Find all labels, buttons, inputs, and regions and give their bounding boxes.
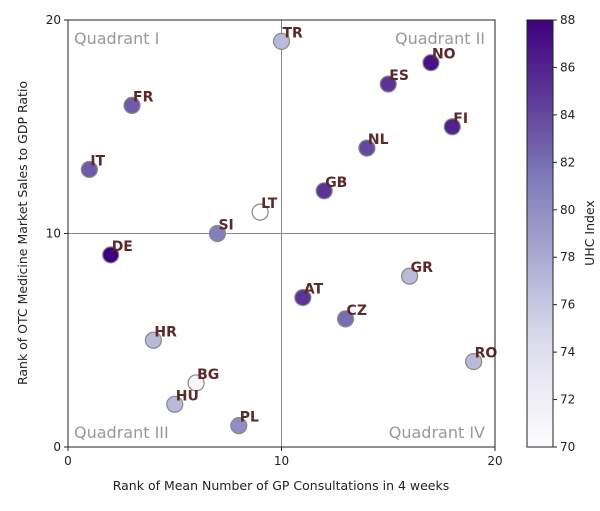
point-label-no: NO	[432, 47, 456, 63]
point-label-fr: FR	[133, 89, 154, 105]
point-label-es: ES	[389, 68, 409, 84]
data-point-it	[80, 160, 98, 179]
y-tick-label: 0	[53, 440, 61, 454]
point-label-ro: RO	[475, 346, 498, 362]
y-tick-label: 10	[46, 227, 61, 241]
x-tick-label: 0	[64, 454, 72, 468]
colorbar-label: UHC Index	[582, 200, 597, 266]
x-tick-label: 20	[487, 454, 502, 468]
data-point-nl	[358, 139, 376, 157]
point-label-gb: GB	[325, 175, 347, 191]
point-label-cz: CZ	[347, 303, 367, 319]
point-label-fi: FI	[453, 111, 468, 127]
point-label-it: IT	[90, 153, 105, 169]
data-point-pl	[230, 417, 248, 435]
data-point-si	[208, 224, 227, 243]
data-point-no	[422, 54, 440, 72]
data-point-at	[294, 288, 312, 307]
y-axis-label: Rank of OTC Medicine Market Sales to GDP…	[15, 81, 30, 385]
colorbar-tick-label: 74	[560, 345, 575, 359]
x-axis-label: Rank of Mean Number of GP Consultations …	[113, 478, 450, 493]
data-point-bg	[187, 374, 205, 392]
data-point-gr	[401, 267, 419, 285]
quadrant-label: Quadrant II	[395, 29, 485, 48]
point-label-si: SI	[218, 218, 233, 234]
colorbar-tick-label: 84	[560, 108, 575, 122]
data-point-cz	[336, 310, 355, 328]
colorbar-tick-label: 80	[560, 203, 575, 217]
colorbar-tick-label: 70	[560, 440, 575, 454]
colorbar-tick-label: 82	[560, 155, 575, 169]
data-point-de	[102, 246, 120, 264]
point-label-de: DE	[112, 239, 133, 255]
colorbar-tick-label: 88	[560, 13, 575, 27]
data-point-hu	[166, 395, 184, 413]
point-label-gr: GR	[411, 260, 433, 276]
x-tick-label: 10	[274, 454, 289, 468]
quadrant-label: Quadrant I	[74, 29, 159, 48]
data-point-fi	[443, 118, 461, 136]
point-label-hu: HU	[176, 388, 199, 404]
data-point-ro	[465, 353, 483, 371]
data-point-tr	[272, 32, 291, 50]
point-label-tr: TR	[283, 25, 304, 41]
data-point-hr	[144, 331, 162, 349]
point-label-lt: LT	[261, 196, 278, 212]
data-point-fr	[123, 96, 141, 115]
y-tick-label: 20	[46, 13, 61, 27]
quadrant-label: Quadrant III	[74, 423, 169, 442]
colorbar-tick-label: 86	[560, 60, 575, 74]
colorbar	[526, 19, 554, 448]
point-label-nl: NL	[368, 132, 389, 148]
point-label-bg: BG	[197, 367, 219, 383]
data-point-gb	[315, 182, 333, 200]
data-point-es	[379, 75, 397, 93]
point-label-at: AT	[304, 282, 324, 298]
colorbar-tick-label: 78	[560, 250, 575, 264]
quadrant-label: Quadrant IV	[389, 423, 485, 442]
point-label-hr: HR	[154, 324, 177, 340]
colorbar-tick-label: 76	[560, 298, 575, 312]
data-point-lt	[251, 203, 269, 221]
colorbar-tick-label: 72	[560, 393, 575, 407]
point-label-pl: PL	[240, 410, 259, 426]
